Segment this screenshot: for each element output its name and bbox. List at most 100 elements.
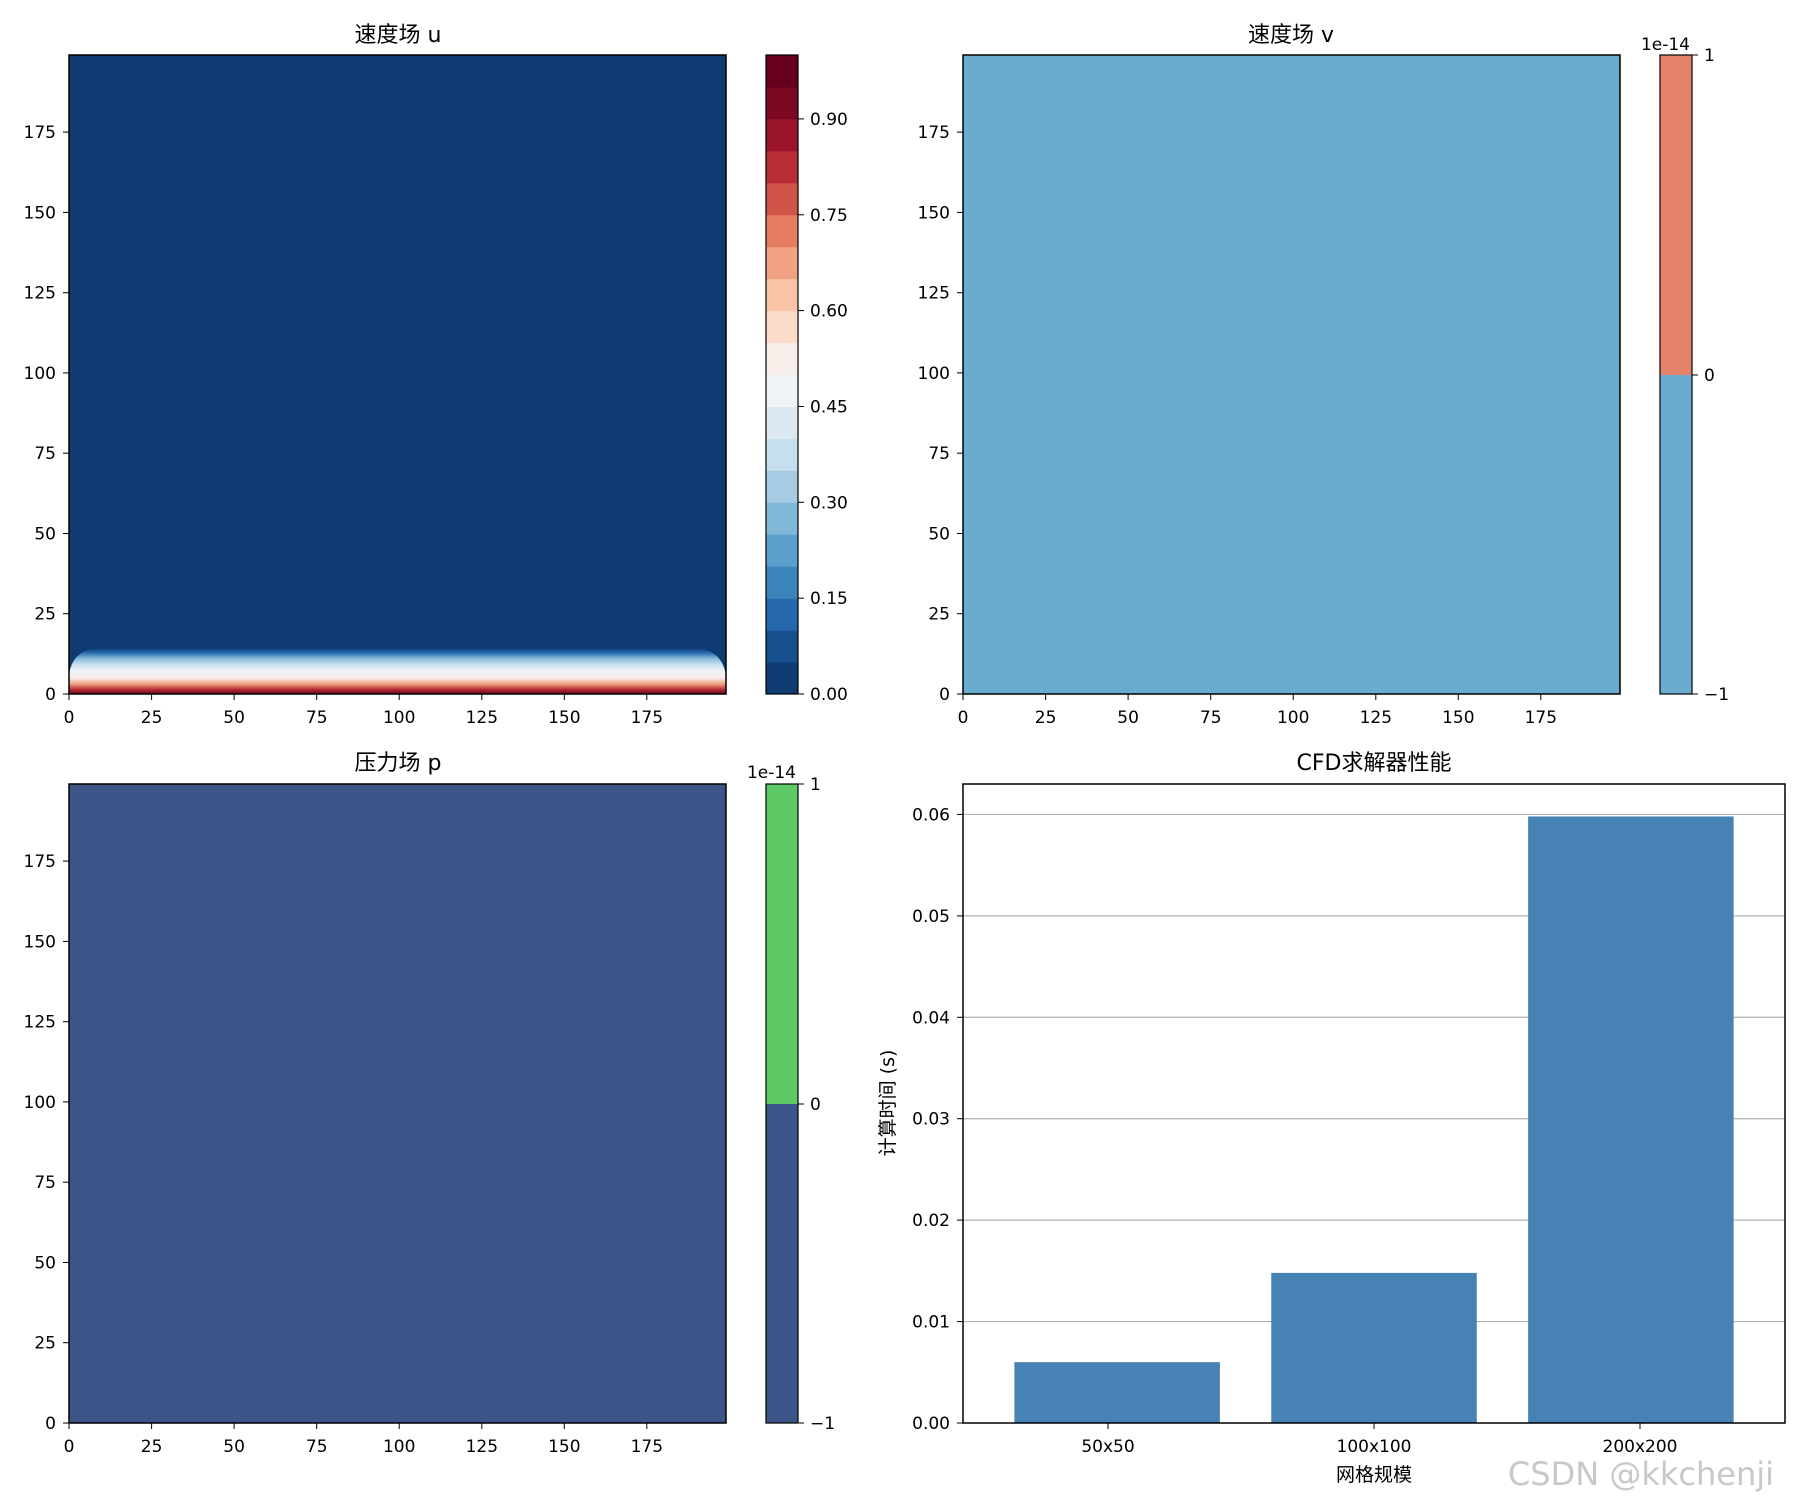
panel-u-ytick: 50 (34, 525, 56, 545)
panel-p-xtick: 100 (383, 1437, 415, 1457)
panel-u-xtick: 125 (466, 708, 498, 728)
panel-v-xtick: 100 (1277, 708, 1309, 728)
panel-p-colorbar-scale: 1e-14 (747, 763, 796, 783)
panel-u-boundary-layer (69, 648, 726, 694)
panel-v-ytick: 175 (918, 123, 950, 143)
panel-p-cbar-tick: 0 (810, 1095, 821, 1115)
panel-v-xtick: 25 (1035, 708, 1057, 728)
colorbar-segment (766, 342, 798, 375)
panel-u-cbar-tick: 0.75 (810, 206, 848, 226)
panel-p-cbar-tick: 1 (810, 775, 821, 795)
panel-u-ytick: 0 (45, 685, 56, 705)
panel-u-field (69, 55, 726, 694)
panel-u-xtick: 0 (64, 708, 75, 728)
colorbar-segment (766, 246, 798, 280)
panel-u-title: 速度场 u (355, 23, 442, 48)
bar (1528, 816, 1734, 1423)
panel-bar-ytick: 0.04 (912, 1008, 950, 1028)
panel-bar-ytick: 0.05 (912, 907, 950, 927)
panel-p-colorbar-upper (766, 784, 798, 1104)
panel-bar-yticks: 0.00 0.01 0.02 0.03 0.04 0.05 0.06 (912, 805, 963, 1434)
panel-u-xtick: 100 (383, 708, 415, 728)
panel-p-ytick: 150 (24, 932, 56, 952)
panel-u-ytick: 150 (24, 203, 56, 223)
panel-u-colorbar-segments (766, 55, 798, 695)
panel-p-xtick: 125 (466, 1437, 498, 1457)
panel-bar-xtick: 200x200 (1603, 1437, 1678, 1457)
panel-p-field (68, 783, 727, 1424)
panel-p-title: 压力场 p (355, 751, 442, 776)
panel-bar-xticks: 50x50 100x100 200x200 (1081, 1423, 1677, 1457)
panel-u-cbar-tick: 0.45 (810, 398, 848, 418)
panel-u-ytick: 100 (24, 364, 56, 384)
panel-v-xtick: 175 (1525, 708, 1557, 728)
panel-v-colorbar: 1e-14 −1 0 1 (1641, 35, 1729, 705)
panel-u-ytick: 125 (24, 284, 56, 304)
panel-p-colorbar: 1e-14 −1 0 1 (747, 763, 835, 1434)
panel-u-colorbar: 0.00 0.15 0.30 0.45 0.60 0.75 0.90 (765, 54, 848, 705)
panel-bar-xlabel: 网格规模 (1336, 1464, 1412, 1486)
panel-bar-ylabel: 计算时间 (s) (877, 1050, 899, 1157)
colorbar-segment (766, 182, 798, 216)
colorbar-segment (766, 534, 798, 567)
panel-v-ytick: 150 (918, 203, 950, 223)
panel-p-yticks: 0 25 50 75 100 125 150 175 (24, 852, 69, 1434)
panel-u-cbar-tick: 0.60 (810, 302, 848, 322)
panel-p-xtick: 25 (141, 1437, 163, 1457)
panel-v-cbar-tick: 0 (1704, 366, 1715, 386)
panel-p-ytick: 0 (45, 1414, 56, 1434)
colorbar-segment (766, 278, 798, 312)
panel-v-xtick: 75 (1200, 708, 1222, 728)
colorbar-segment (766, 374, 798, 407)
panel-bar-ytick: 0.00 (912, 1414, 950, 1434)
panel-u-xtick: 150 (548, 708, 580, 728)
colorbar-segment (766, 86, 798, 120)
panel-bar-bars (1014, 816, 1734, 1423)
bar (1014, 1362, 1220, 1423)
colorbar-segment (766, 598, 798, 631)
panel-p-ytick: 75 (34, 1173, 56, 1193)
colorbar-segment (766, 310, 798, 344)
panel-v-ytick: 125 (918, 284, 950, 304)
panel-u-ytick: 75 (34, 444, 56, 464)
panel-u-yticks: 0 25 50 75 100 125 150 175 (24, 123, 69, 705)
panel-v-ytick: 0 (939, 685, 950, 705)
panel-v-colorbar-upper (1660, 55, 1692, 375)
colorbar-segment (766, 470, 798, 503)
panel-v-yticks: 0 25 50 75 100 125 150 175 (918, 123, 963, 705)
panel-u-xtick: 75 (306, 708, 328, 728)
panel-v-cbar-tick: 1 (1704, 46, 1715, 66)
panel-v-ytick: 25 (928, 605, 950, 625)
bar (1271, 1272, 1477, 1423)
panel-v-ytick: 75 (928, 444, 950, 464)
panel-bar: CFD求解器性能 0.00 0.01 0.02 0.03 0.04 0.05 0… (877, 751, 1786, 1486)
panel-bar-ytick: 0.06 (912, 805, 950, 825)
colorbar-segment (766, 662, 798, 695)
panel-p-xtick: 175 (631, 1437, 663, 1457)
panel-u-xticks: 0 25 50 75 100 125 150 175 (64, 694, 663, 728)
panel-v-ytick: 50 (928, 525, 950, 545)
panel-bar-ytick: 0.01 (912, 1313, 950, 1333)
colorbar-segment (766, 438, 798, 471)
panel-p-xtick: 50 (223, 1437, 245, 1457)
panel-v-cbar-tick: −1 (1704, 685, 1729, 705)
panel-p: 压力场 p 0 25 50 75 100 125 150 175 0 25 50… (24, 751, 836, 1457)
panel-u-colorbar-frame (765, 54, 799, 695)
panel-u-cbar-tick: 0.90 (810, 110, 848, 130)
panel-v-xtick: 50 (1117, 708, 1139, 728)
panel-v-ytick: 100 (918, 364, 950, 384)
colorbar-segment (766, 118, 798, 152)
panel-u-cbar-tick: 0.00 (810, 685, 848, 705)
panel-p-cbar-tick: −1 (810, 1414, 835, 1434)
panel-p-xtick: 0 (64, 1437, 75, 1457)
panel-v-field (962, 54, 1621, 695)
colorbar-segment (766, 630, 798, 663)
panel-v: 速度场 v 0 25 50 75 100 125 150 175 0 25 50… (918, 23, 1730, 728)
panel-p-ytick: 175 (24, 852, 56, 872)
panel-v-colorbar-lower (1660, 375, 1692, 694)
panel-p-ytick: 125 (24, 1013, 56, 1033)
panel-p-xticks: 0 25 50 75 100 125 150 175 (64, 1423, 663, 1457)
panel-v-title: 速度场 v (1248, 23, 1334, 48)
panel-p-ytick: 50 (34, 1254, 56, 1274)
panel-bar-ytick: 0.03 (912, 1110, 950, 1130)
